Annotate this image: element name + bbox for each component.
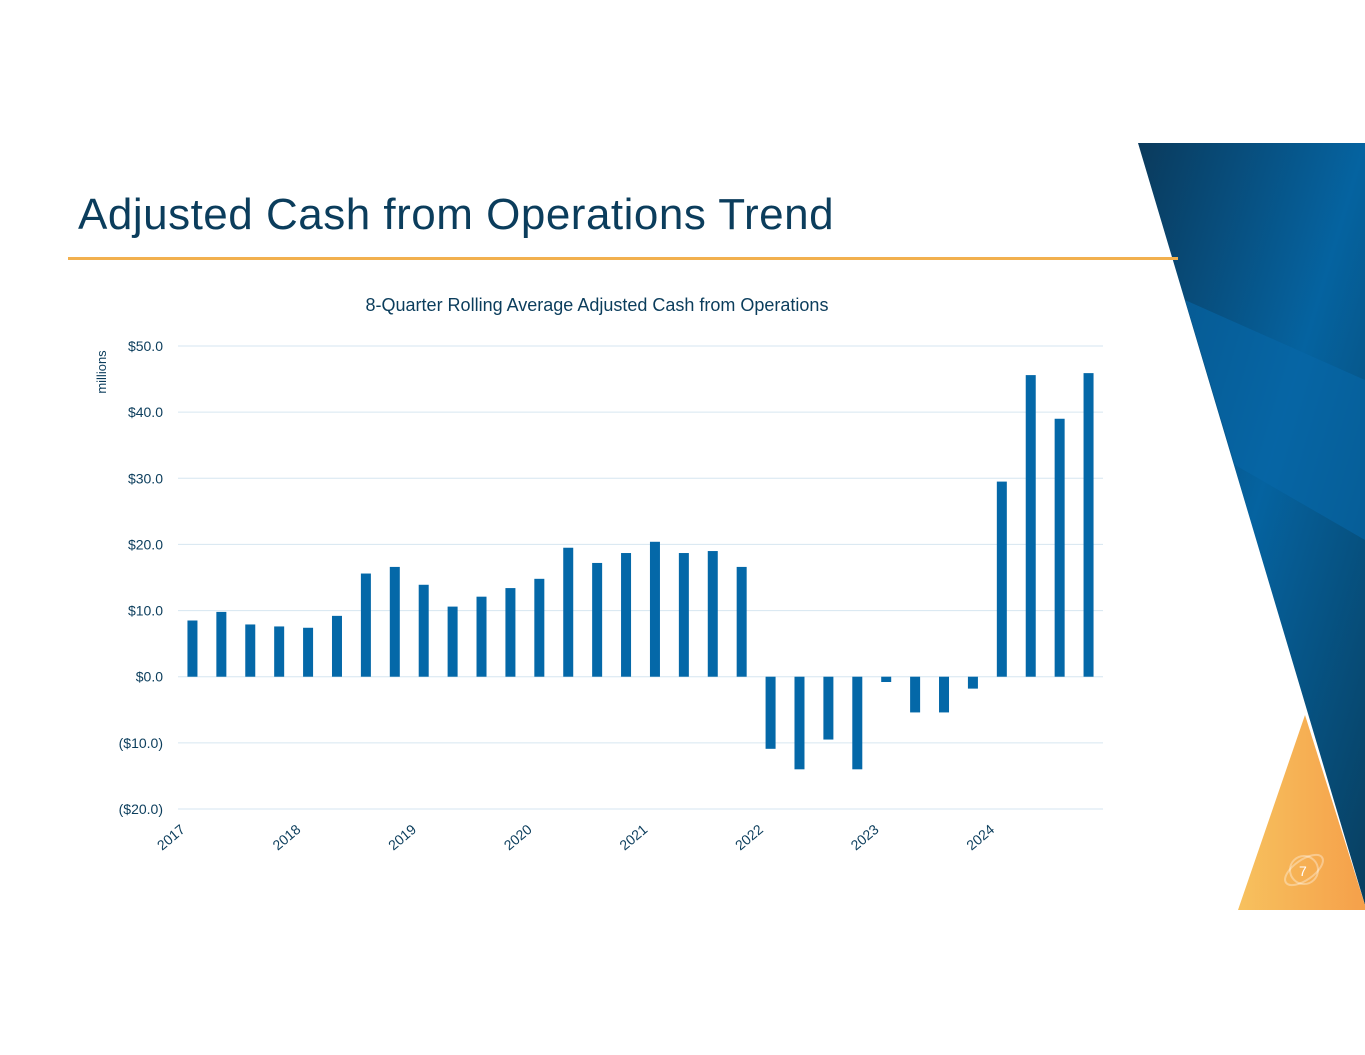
orange-triangle-shape xyxy=(1238,715,1365,910)
bar xyxy=(274,626,285,677)
bar xyxy=(794,676,805,770)
bar xyxy=(418,584,429,677)
page-number: 7 xyxy=(1299,863,1307,879)
bar xyxy=(245,624,256,677)
x-tick-label: 2024 xyxy=(963,821,997,853)
bar xyxy=(967,676,978,689)
bar xyxy=(823,676,834,740)
bar xyxy=(707,551,718,677)
bar xyxy=(621,553,632,677)
bar xyxy=(360,573,371,677)
title-divider xyxy=(68,257,1178,260)
blue-facet-shape xyxy=(1185,300,1365,540)
bar xyxy=(852,676,863,770)
y-tick-label: $20.0 xyxy=(128,536,163,552)
bar xyxy=(910,676,921,713)
bar xyxy=(389,566,400,677)
bar xyxy=(1083,373,1094,677)
bar xyxy=(216,611,227,677)
x-tick-label: 2020 xyxy=(501,821,535,853)
bar xyxy=(1025,375,1036,677)
logo-icon xyxy=(1284,853,1324,887)
x-tick-label: 2022 xyxy=(732,821,766,853)
y-tick-label: $30.0 xyxy=(128,470,163,486)
bar xyxy=(881,676,892,683)
x-tick-label: 2018 xyxy=(269,821,303,853)
x-tick-label: 2021 xyxy=(616,821,650,853)
x-tick-label: 2017 xyxy=(154,821,188,853)
bar xyxy=(1054,418,1065,677)
y-tick-label: ($20.0) xyxy=(119,801,163,817)
bar xyxy=(996,481,1007,677)
y-tick-label: $0.0 xyxy=(136,669,163,685)
bar xyxy=(765,676,776,749)
y-tick-label: ($10.0) xyxy=(119,735,163,751)
chart-title: 8-Quarter Rolling Average Adjusted Cash … xyxy=(366,295,829,315)
bar xyxy=(331,615,342,677)
y-axis-label: millions xyxy=(94,350,109,394)
page-title: Adjusted Cash from Operations Trend xyxy=(78,190,835,239)
y-tick-label: $10.0 xyxy=(128,603,163,619)
bar xyxy=(505,588,516,677)
x-tick-label: 2019 xyxy=(385,821,419,853)
bar xyxy=(736,566,747,677)
y-tick-label: $40.0 xyxy=(128,404,163,420)
bar xyxy=(187,620,198,677)
bar xyxy=(649,541,660,677)
bar xyxy=(476,596,487,677)
bar xyxy=(939,676,950,713)
bar xyxy=(678,553,689,677)
blue-triangle-shape xyxy=(1138,143,1365,905)
y-tick-label: $50.0 xyxy=(128,338,163,354)
x-tick-label: 2023 xyxy=(848,821,882,853)
bar xyxy=(592,562,603,677)
bar xyxy=(303,627,314,677)
bar xyxy=(447,606,458,677)
bar xyxy=(534,578,545,677)
bar xyxy=(563,547,574,677)
